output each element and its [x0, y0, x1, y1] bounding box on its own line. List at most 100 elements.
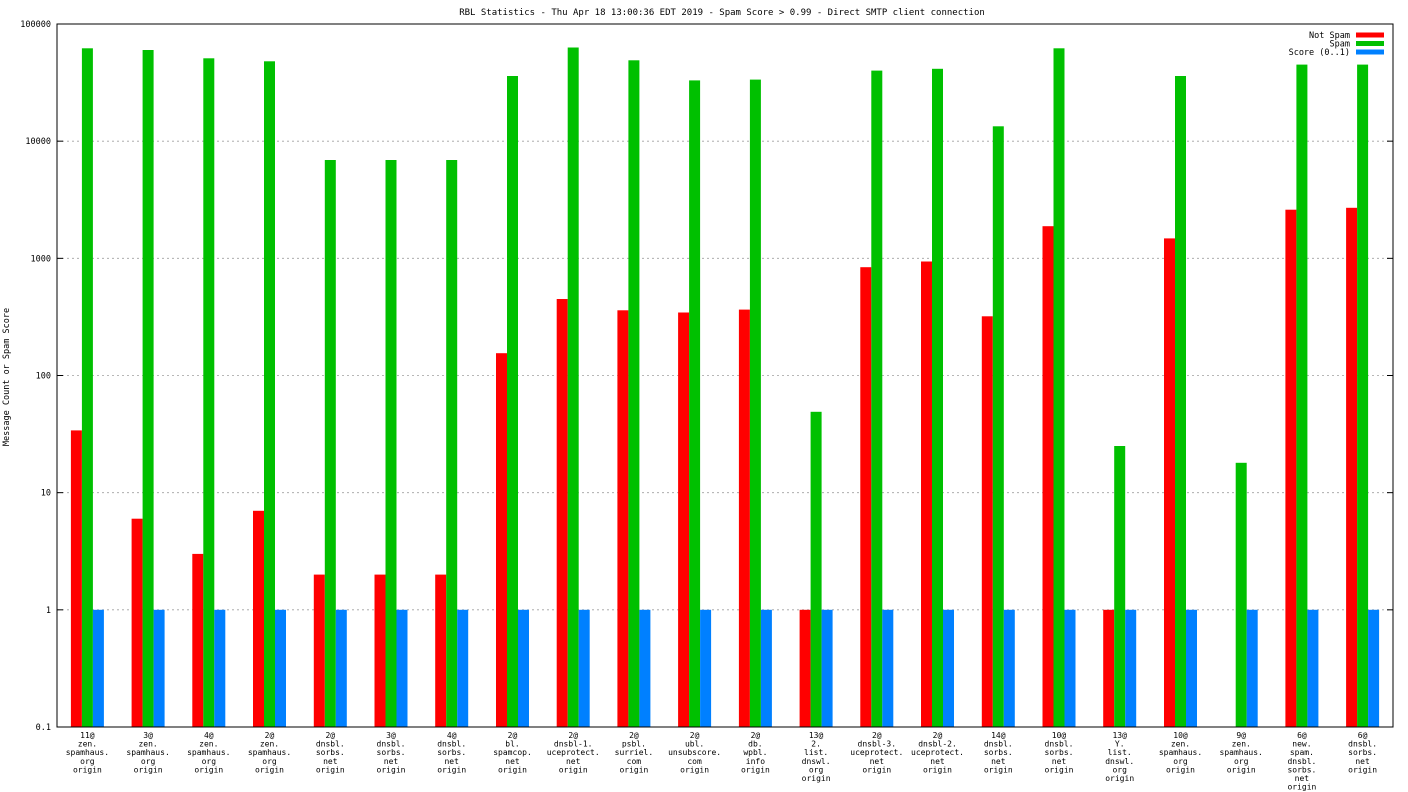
x-category-label: 2@ dnsbl-1. uceprotect. net origin — [547, 731, 600, 774]
bar-not-spam — [192, 553, 204, 727]
bar-spam — [1296, 64, 1308, 728]
x-category-label: 2@ dnsbl-3. uceprotect. net origin — [850, 731, 903, 774]
x-category-label: 6@ dnsbl. sorbs. net origin — [1348, 731, 1377, 774]
y-tick-label: 10 — [41, 489, 51, 499]
bar-not-spam — [1164, 238, 1175, 727]
bar-spam — [1053, 48, 1065, 728]
bar-score-0-1 — [821, 609, 833, 727]
bar-not-spam — [1042, 226, 1054, 727]
legend-label: Not Spam — [1309, 31, 1350, 41]
x-category-label: 2@ dnsbl-2. uceprotect. net origin — [911, 731, 964, 774]
bar-not-spam — [981, 316, 993, 727]
bar-not-spam — [1103, 609, 1115, 727]
x-category-label: 2@ ubl. unsubscore. com origin — [668, 731, 721, 774]
bar-spam — [992, 126, 1004, 728]
x-category-label: 3@ zen. spamhaus. org origin — [126, 731, 169, 774]
bar-score-0-1 — [335, 609, 347, 727]
bar-spam — [81, 48, 93, 728]
bar-score-0-1 — [457, 609, 469, 727]
bar-spam — [567, 47, 579, 727]
bar-score-0-1 — [275, 609, 286, 727]
bar-score-0-1 — [1368, 609, 1380, 727]
y-tick-labels: 0.1 1 10 100 1000 10000 100000 — [20, 20, 51, 733]
x-category-label: 4@ dnsbl. sorbs. net origin — [437, 731, 466, 774]
y-tick-label: 10000 — [25, 137, 51, 147]
bar-score-0-1 — [882, 609, 894, 727]
x-category-label: 4@ zen. spamhaus. org origin — [187, 731, 230, 774]
bar-score-0-1 — [943, 609, 954, 727]
x-category-labels: 11@ zen. spamhaus. org origin 3@ zen. spamhaus.… — [66, 731, 1378, 792]
plot-frame — [56, 23, 1394, 728]
bar-spam — [264, 61, 275, 728]
legend-label: Spam — [1330, 40, 1350, 50]
y-tick-label: 100 — [36, 372, 51, 382]
x-category-label: 13@ Y. list. dnswl. org origin — [1105, 731, 1134, 783]
x-category-label: 2@ dnsbl. sorbs. net origin — [316, 731, 345, 774]
bar-score-0-1 — [578, 609, 590, 727]
x-category-label: 14@ dnsbl. sorbs. net origin — [984, 731, 1013, 774]
x-category-label: 2@ psbl. surriel. com origin — [615, 731, 654, 774]
legend-swatch — [1356, 32, 1384, 38]
bar-spam — [1357, 64, 1369, 728]
y-axis-label: Message Count or Spam Score — [2, 308, 12, 446]
bar-spam — [628, 60, 640, 728]
x-category-label: 9@ zen. spamhaus. org origin — [1220, 731, 1263, 774]
x-category-label: 2@ db. wpbl. info origin — [741, 731, 770, 774]
bar-not-spam — [1346, 207, 1358, 728]
legend-label: Score (0..1) — [1289, 48, 1350, 58]
bar-score-0-1 — [1125, 609, 1137, 727]
x-category-label: 2@ bl. spamcop. net origin — [493, 731, 532, 774]
x-category-label: 10@ zen. spamhaus. org origin — [1159, 731, 1202, 774]
bar-not-spam — [556, 299, 568, 727]
x-category-label: 3@ dnsbl. sorbs. net origin — [377, 731, 406, 774]
bar-score-0-1 — [92, 609, 104, 727]
bar-spam — [203, 58, 215, 728]
x-category-label: 6@ new. spam. dnsbl. sorbs. net origin — [1287, 731, 1316, 792]
bar-spam — [142, 50, 154, 727]
x-category-label: 13@ 2. list. dnswl. org origin — [802, 731, 831, 783]
bar-not-spam — [1285, 209, 1297, 727]
y-tick-label: 0.1 — [36, 723, 51, 733]
bar-score-0-1 — [1307, 609, 1319, 727]
bar-score-0-1 — [518, 609, 529, 727]
bar-spam — [1235, 462, 1247, 727]
bar-spam — [1175, 76, 1186, 727]
bar-not-spam — [738, 309, 750, 727]
legend-swatch — [1356, 41, 1384, 46]
bar-not-spam — [131, 518, 143, 727]
bar-score-0-1 — [760, 609, 772, 727]
bar-spam — [810, 411, 822, 727]
bar-score-0-1 — [1246, 609, 1258, 727]
bar-not-spam — [617, 310, 629, 727]
bar-score-0-1 — [1003, 609, 1015, 727]
bar-not-spam — [253, 510, 264, 727]
bar-spam — [749, 79, 761, 728]
bar-spam — [324, 160, 336, 727]
bar-not-spam — [313, 574, 325, 727]
bar-spam — [689, 80, 701, 727]
bar-not-spam — [921, 261, 932, 727]
bar-score-0-1 — [700, 609, 712, 727]
bar-spam — [507, 76, 518, 727]
bar-not-spam — [435, 574, 447, 727]
bar-not-spam — [374, 574, 386, 727]
bar-not-spam — [860, 267, 872, 727]
bar-spam — [446, 160, 458, 727]
x-category-label: 2@ zen. spamhaus. org origin — [248, 731, 291, 774]
y-tick-label: 100000 — [20, 20, 51, 30]
bars-layer — [70, 47, 1380, 728]
y-tick-label: 1 — [46, 606, 51, 616]
chart-title: RBL Statistics - Thu Apr 18 13:00:36 EDT… — [459, 8, 985, 18]
bar-score-0-1 — [639, 609, 651, 727]
bar-spam — [932, 68, 943, 728]
bar-score-0-1 — [214, 609, 226, 727]
bar-spam — [871, 70, 883, 728]
bar-not-spam — [70, 430, 82, 727]
bar-not-spam — [496, 353, 507, 727]
y-tick-label: 1000 — [31, 254, 51, 264]
bar-score-0-1 — [153, 609, 165, 727]
bar-score-0-1 — [1064, 609, 1076, 727]
x-category-label: 11@ zen. spamhaus. org origin — [66, 731, 109, 774]
